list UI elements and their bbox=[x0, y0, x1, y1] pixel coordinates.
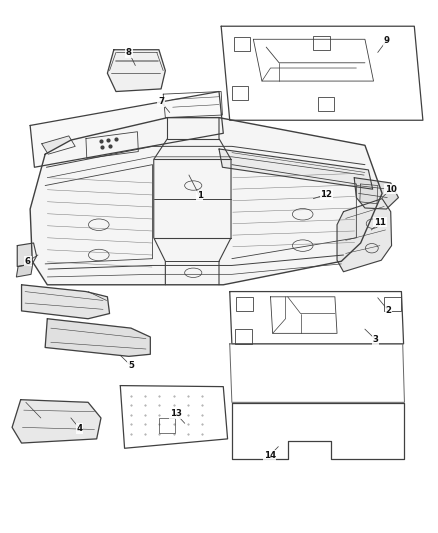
Bar bbox=[232, 86, 248, 100]
Bar bbox=[159, 418, 175, 433]
Polygon shape bbox=[45, 319, 150, 357]
Polygon shape bbox=[219, 149, 373, 189]
Text: 9: 9 bbox=[383, 36, 389, 45]
Text: 10: 10 bbox=[385, 185, 397, 193]
Bar bbox=[234, 37, 251, 51]
Polygon shape bbox=[42, 136, 75, 154]
Polygon shape bbox=[17, 243, 36, 266]
Text: 3: 3 bbox=[373, 335, 379, 344]
Text: 13: 13 bbox=[170, 409, 182, 418]
Text: 5: 5 bbox=[128, 361, 134, 370]
Text: 2: 2 bbox=[385, 306, 392, 316]
Polygon shape bbox=[21, 285, 110, 319]
Text: 12: 12 bbox=[320, 190, 332, 199]
Bar bbox=[384, 297, 401, 311]
Text: 7: 7 bbox=[158, 98, 164, 107]
Polygon shape bbox=[107, 50, 166, 92]
Text: 11: 11 bbox=[374, 217, 386, 227]
Polygon shape bbox=[354, 177, 399, 209]
Text: 4: 4 bbox=[77, 424, 82, 433]
Polygon shape bbox=[16, 264, 33, 277]
Text: 8: 8 bbox=[126, 48, 132, 57]
Text: 6: 6 bbox=[25, 257, 31, 266]
Polygon shape bbox=[30, 92, 223, 167]
Text: 1: 1 bbox=[197, 191, 203, 200]
Bar bbox=[314, 36, 330, 50]
Polygon shape bbox=[30, 118, 382, 285]
Polygon shape bbox=[12, 400, 101, 443]
Polygon shape bbox=[337, 199, 392, 272]
Bar bbox=[318, 97, 334, 111]
Bar bbox=[236, 297, 253, 311]
Bar bbox=[235, 329, 252, 344]
Text: 14: 14 bbox=[264, 451, 276, 460]
